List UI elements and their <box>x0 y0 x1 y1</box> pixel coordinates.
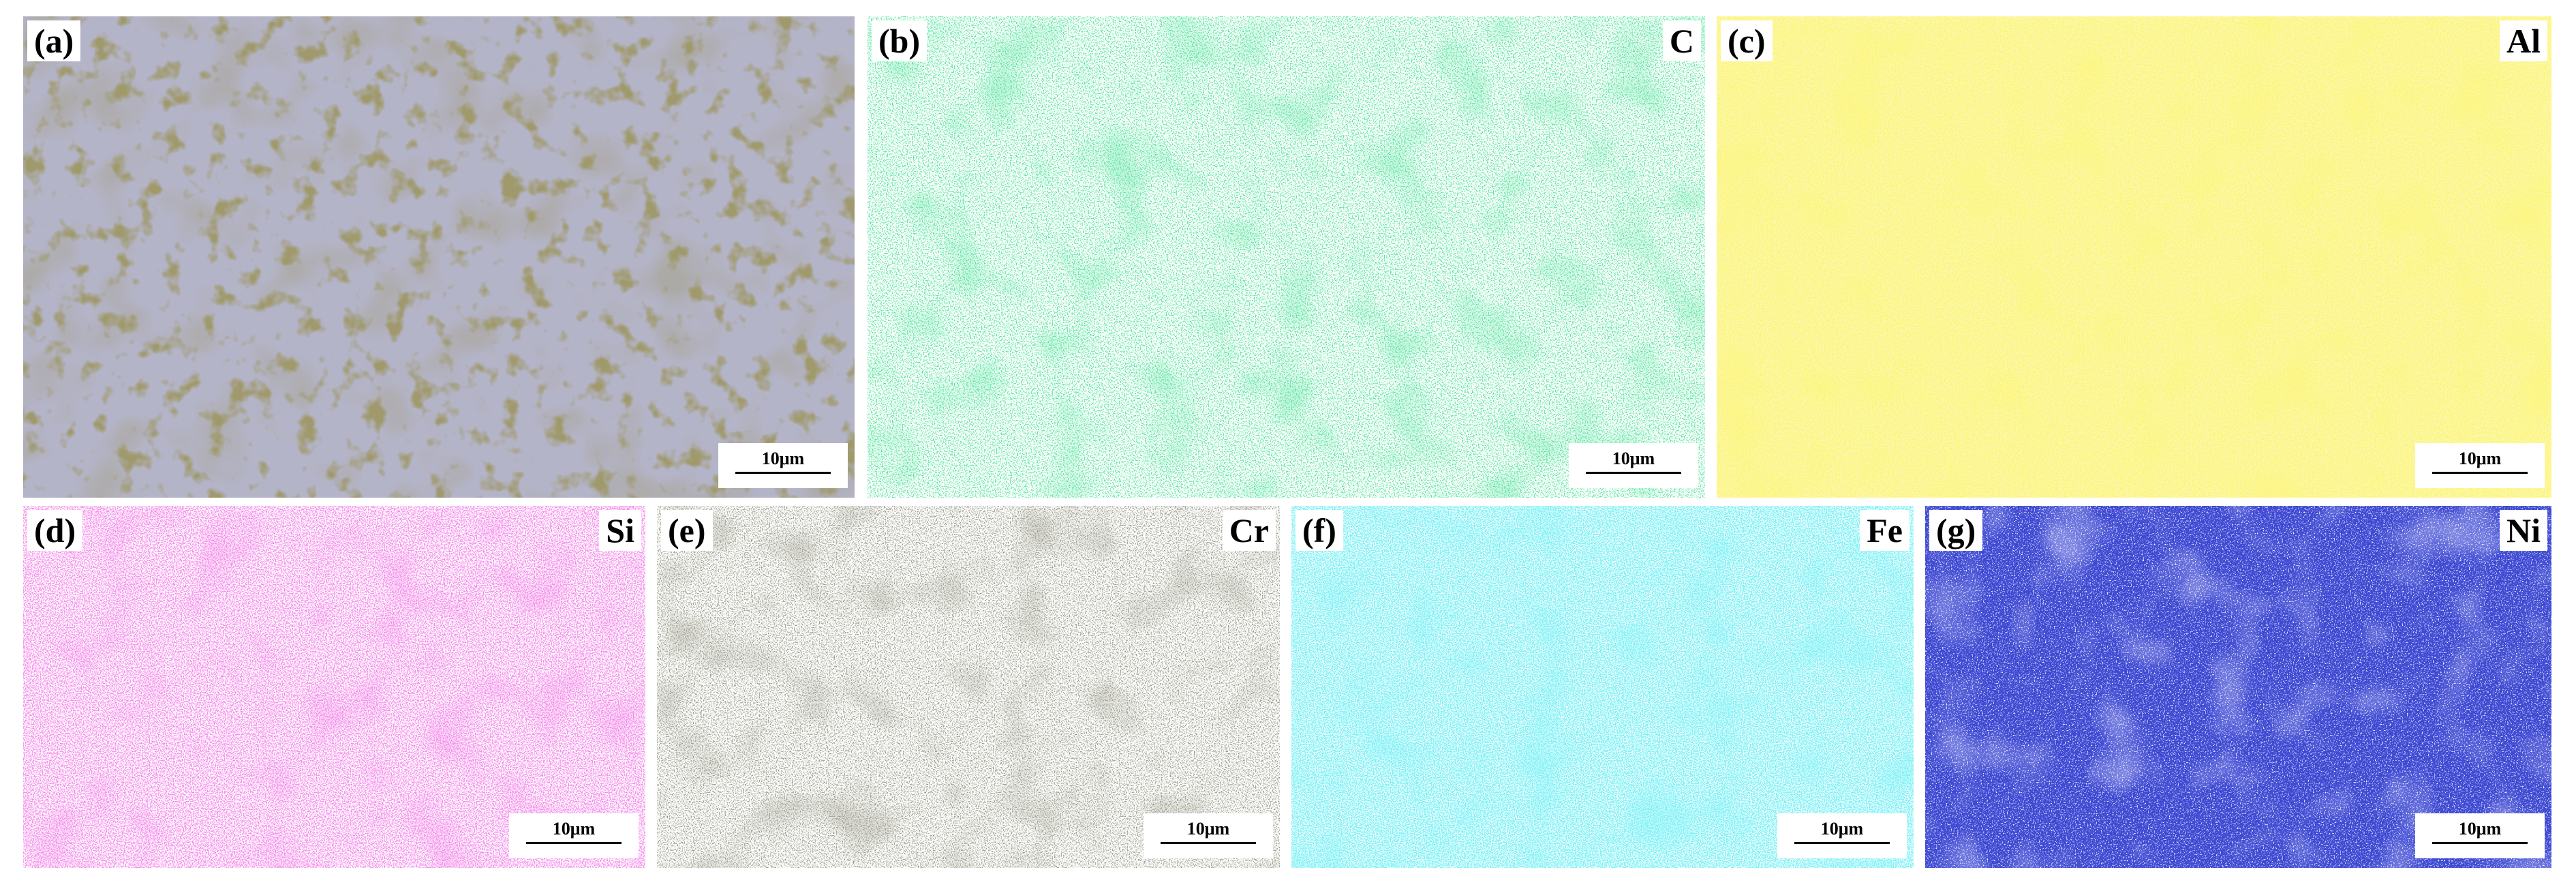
panel-label: (d) <box>27 510 83 551</box>
scale-bar: 10μm <box>509 813 639 858</box>
map-panel: (e) Cr 10μm <box>657 506 1280 868</box>
element-label: Fe <box>1860 510 1910 551</box>
panel-label: (b) <box>872 20 927 61</box>
map-image <box>1925 506 2551 868</box>
element-label: C <box>1662 20 1701 61</box>
scale-bar-label: 10μm <box>1186 819 1230 839</box>
scale-bar: 10μm <box>1144 813 1273 858</box>
map-panel: (b) C 10μm <box>868 16 1705 498</box>
scale-bar-line <box>1161 842 1256 844</box>
map-image <box>868 16 1705 498</box>
scale-bar-label: 10μm <box>1820 819 1864 839</box>
scale-bar-label: 10μm <box>761 449 805 468</box>
scale-bar-label: 10μm <box>2458 819 2502 839</box>
scale-bar-label: 10μm <box>2458 449 2502 468</box>
panel-label: (a) <box>27 20 81 61</box>
element-label: Si <box>599 510 641 551</box>
scale-bar: 10μm <box>1569 443 1698 488</box>
map-image <box>23 16 855 498</box>
scale-bar-line <box>2432 472 2528 474</box>
dot-texture <box>1291 506 1914 868</box>
scale-bar-line <box>526 842 622 844</box>
scale-bar: 10μm <box>2415 443 2545 488</box>
dot-texture <box>868 16 1705 498</box>
map-panel: (a) 10μm <box>23 16 855 498</box>
map-panel: (d) Si 10μm <box>23 506 645 868</box>
scale-bar: 10μm <box>718 443 848 488</box>
dot-texture <box>23 16 855 498</box>
scale-bar-line <box>1586 472 1681 474</box>
scale-bar-line <box>1794 842 1890 844</box>
dot-texture <box>1925 506 2551 868</box>
scale-bar-line <box>735 472 831 474</box>
dot-texture <box>1717 16 2551 498</box>
scale-bar-label: 10μm <box>1612 449 1655 468</box>
map-image <box>1291 506 1914 868</box>
map-image <box>657 506 1280 868</box>
map-panel: (g) Ni 10μm <box>1925 506 2551 868</box>
dot-texture <box>657 506 1280 868</box>
panel-label: (g) <box>1929 510 1983 551</box>
element-label: Al <box>2500 20 2547 61</box>
element-label: Ni <box>2500 510 2547 551</box>
dot-texture <box>23 506 645 868</box>
scale-bar: 10μm <box>1777 813 1907 858</box>
map-image <box>1717 16 2551 498</box>
panel-label: (c) <box>1721 20 1773 61</box>
map-panel: (f) Fe 10μm <box>1291 506 1914 868</box>
element-label: Cr <box>1222 510 1276 551</box>
panel-label: (e) <box>661 510 713 551</box>
panel-label: (f) <box>1295 510 1343 551</box>
map-panel: (c) Al 10μm <box>1717 16 2551 498</box>
scale-bar: 10μm <box>2415 813 2545 858</box>
scale-bar-line <box>2432 842 2528 844</box>
map-image <box>23 506 645 868</box>
scale-bar-label: 10μm <box>552 819 596 839</box>
